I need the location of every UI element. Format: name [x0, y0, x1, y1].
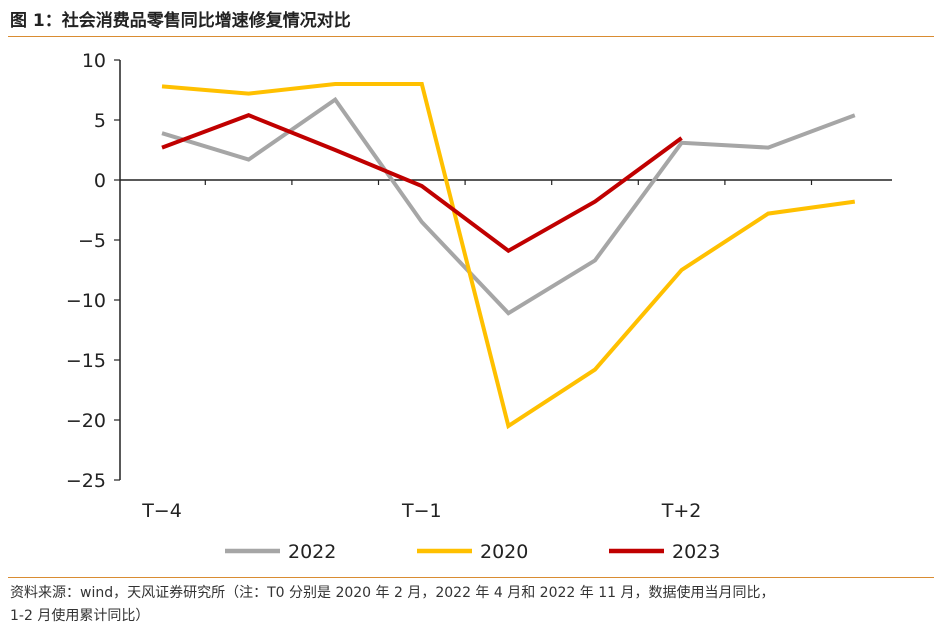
x-tick-label: T+2 [661, 500, 702, 522]
y-tick-label: 0 [94, 170, 106, 192]
y-tick-label: 5 [94, 110, 106, 132]
legend-label-2020: 2020 [480, 541, 528, 563]
x-tick-label: T−4 [141, 500, 182, 522]
chart-legend: 2022 2020 2023 [225, 541, 720, 563]
series-line-2022 [161, 96, 856, 316]
y-tick-label: 10 [82, 50, 106, 72]
chart-series [161, 82, 856, 430]
y-tick-label: −10 [66, 290, 106, 312]
legend-label-2022: 2022 [288, 541, 336, 563]
y-tick-label: −5 [78, 230, 106, 252]
footer-divider [8, 577, 934, 578]
y-tick-label: −25 [66, 470, 106, 492]
source-note: 资料来源：wind，天风证券研究所（注：T0 分别是 2020 年 2 月，20… [10, 582, 930, 628]
series-line-2023 [161, 113, 683, 254]
source-line-1: 资料来源：wind，天风证券研究所（注：T0 分别是 2020 年 2 月，20… [10, 585, 775, 601]
x-tick-label: T−1 [401, 500, 442, 522]
title-divider [8, 36, 934, 37]
line-chart: 10 5 0 −5 −10 −15 −20 −25 T−4 T−1 T+2 2022 2020 2023 [66, 50, 892, 563]
chart-axes: 10 5 0 −5 −10 −15 −20 −25 T−4 T−1 T+2 [66, 50, 892, 522]
series-line-2020 [161, 82, 856, 430]
legend-label-2023: 2023 [672, 541, 720, 563]
figure-title: 图 1：社会消费品零售同比增速修复情况对比 [10, 11, 351, 31]
y-tick-label: −15 [66, 350, 106, 372]
y-tick-label: −20 [66, 410, 106, 432]
source-line-2: 1-2 月使用累计同比） [10, 608, 150, 624]
